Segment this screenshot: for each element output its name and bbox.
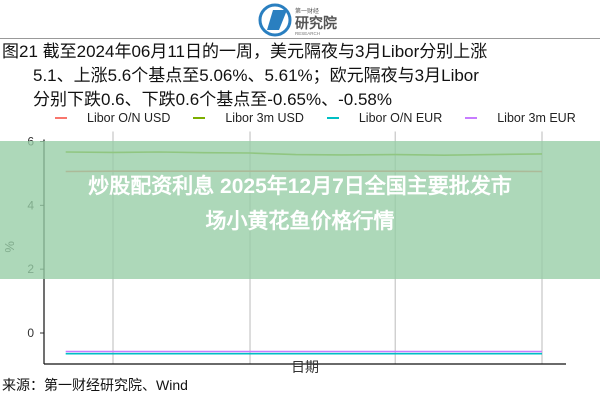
- x-tick-label: 2024-03-13: [364, 374, 426, 375]
- x-axis-title: 日期: [291, 359, 319, 375]
- legend-swatch: [465, 117, 478, 119]
- legend-label: Libor O/N USD: [87, 111, 171, 125]
- y-tick-label: 0: [27, 326, 34, 340]
- legend-swatch: [55, 117, 67, 119]
- header-divider: [0, 38, 600, 39]
- x-tick-label: 2023-12-15: [219, 374, 281, 375]
- x-tick-label: 2024-06-11: [512, 374, 573, 375]
- figure-caption-line2: 5.1、上涨5.6个基点至5.06%、5.61%；欧元隔夜与3月Libor: [33, 66, 479, 85]
- banner-title-line2: 场小黄花鱼价格行情: [205, 210, 395, 233]
- x-tick-label: 2023-09-22: [82, 374, 144, 375]
- legend-label: Libor 3m EUR: [497, 111, 576, 125]
- banner-title-line1: 炒股配资利息 2025年12月7日全国主要批发市: [88, 175, 512, 198]
- overlay-banner: 炒股配资利息 2025年12月7日全国主要批发市 场小黄花鱼价格行情: [0, 141, 600, 279]
- legend-swatch: [326, 117, 339, 119]
- figure-caption-line1: 图21 截至2024年06月11日的一周，美元隔夜与3月Libor分别上涨: [2, 42, 488, 61]
- legend-item: Libor 3m EUR: [465, 111, 576, 125]
- logo-text-small: 第一财经: [295, 7, 319, 15]
- figure-caption-line3: 分别下跌0.6、下跌0.6个基点至-0.65%、-0.58%: [33, 90, 392, 109]
- source-note: 来源：第一财经研究院、Wind: [2, 377, 188, 393]
- research-institute-logo: 第一财经 研究院 RESEARCH: [258, 3, 337, 37]
- legend-item: Libor O/N USD: [55, 111, 170, 125]
- legend-item: Libor 3m USD: [193, 111, 304, 125]
- legend-swatch: [193, 117, 206, 119]
- chart-legend: Libor O/N USD Libor 3m USD Libor O/N EUR Li…: [55, 111, 599, 125]
- legend-item: Libor O/N EUR: [326, 111, 443, 125]
- logo-text-en: RESEARCH: [295, 31, 320, 36]
- legend-label: Libor O/N EUR: [358, 111, 443, 125]
- legend-label: Libor 3m USD: [225, 111, 304, 125]
- logo-text-main: 研究院: [295, 15, 337, 31]
